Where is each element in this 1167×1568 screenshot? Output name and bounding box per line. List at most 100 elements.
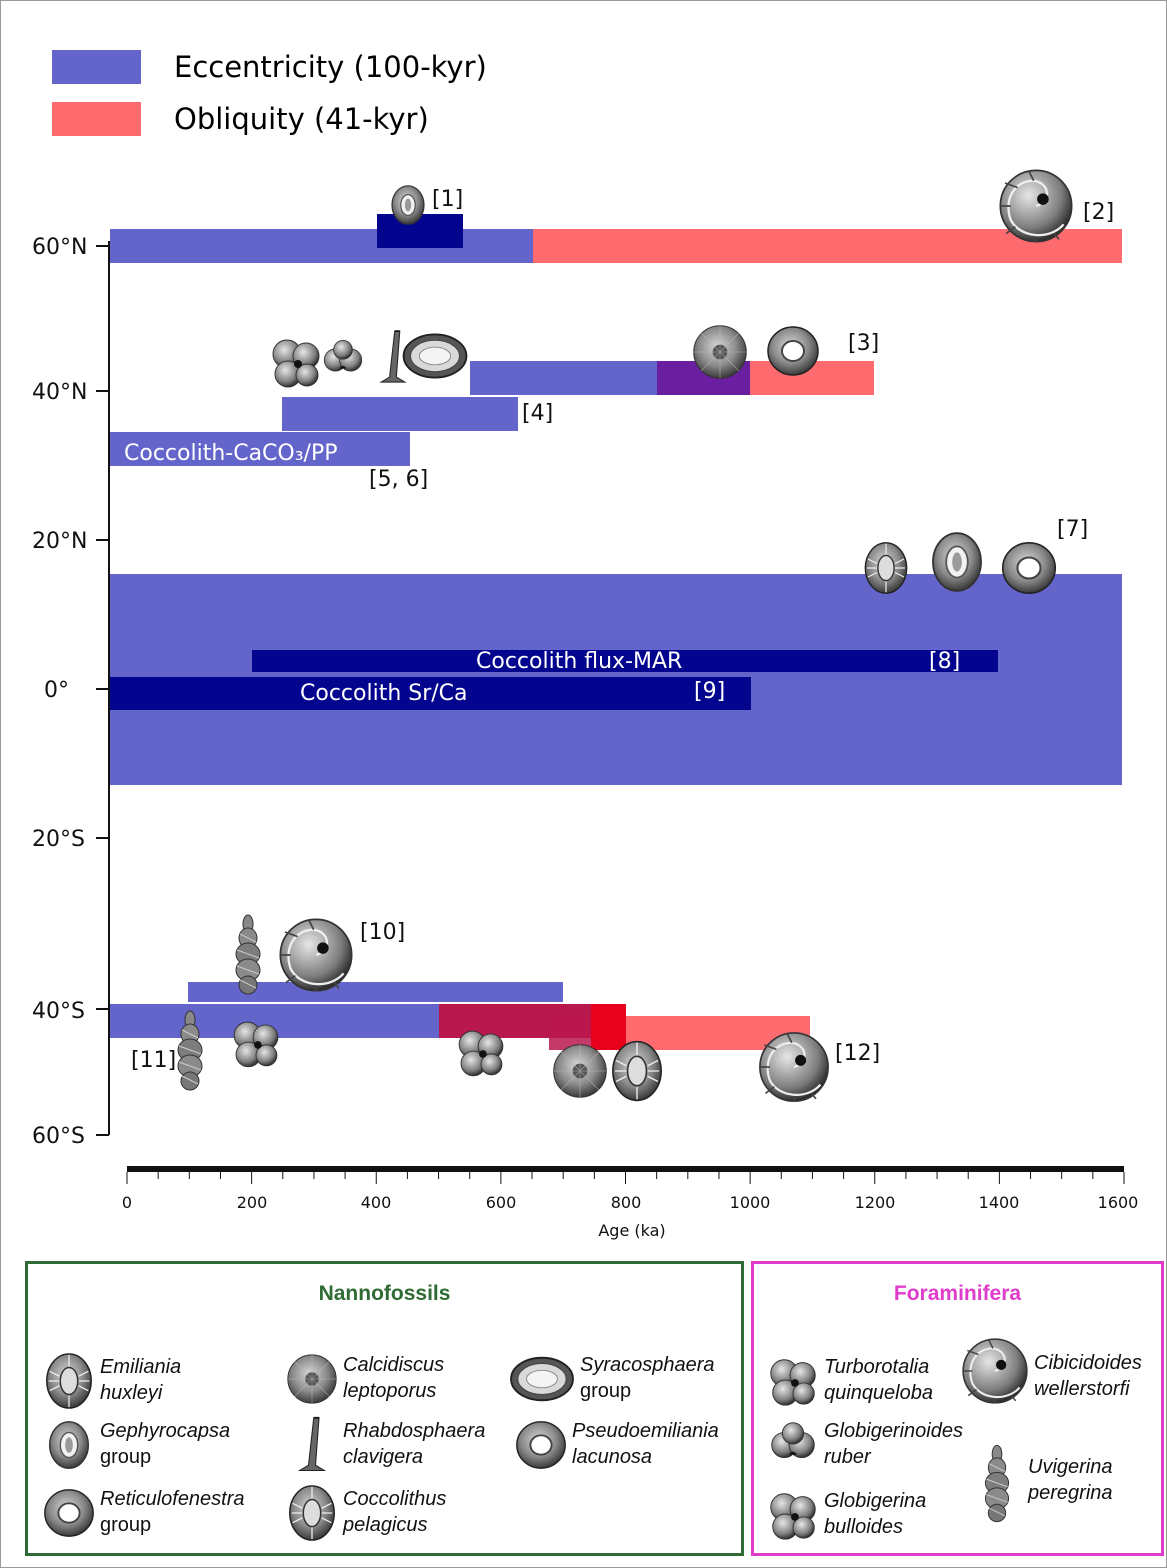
calcidiscus-icon (553, 1044, 607, 1098)
x-tick-600: 600 (486, 1193, 517, 1212)
label-coccolith-caco3: Coccolith-CaCO₃/PP (124, 441, 338, 466)
bar-ref4 (282, 397, 518, 431)
x-tick-1400: 1400 (979, 1193, 1020, 1212)
taxon-name-2: ruber (824, 1446, 871, 1468)
cibicidoides-icon (999, 169, 1073, 243)
legend-obliquity-label: Obliquity (41-kyr) (174, 102, 429, 136)
y-label-60n: 60°N (32, 235, 87, 260)
emiliania-icon (46, 1353, 92, 1409)
bar-coccolith-srca (109, 677, 751, 710)
uvigerina-icon (984, 1444, 1010, 1523)
bar-coccolith-caco3 (109, 432, 410, 466)
taxon-name-2: leptoporus (343, 1380, 437, 1402)
y-label-60s: 60°S (32, 1124, 85, 1149)
taxon-calcidiscus: Calcidiscus leptoporus (283, 1350, 444, 1408)
taxon-name-2: huxleyi (100, 1382, 163, 1404)
globigerina-icon (458, 1030, 504, 1077)
taxon-turborotalia: Turborotalia quinqueloba (764, 1352, 933, 1410)
foraminifera-title: Foraminifera (893, 1282, 1022, 1305)
taxon-globigerinoides: Globigerinoides ruber (764, 1416, 963, 1474)
calcidiscus-icon (693, 325, 747, 379)
taxon-name-plain: group (100, 1446, 152, 1468)
taxon-name: Pseudoemiliania (572, 1420, 719, 1442)
ref-7: [7] (1057, 517, 1088, 542)
pseudoemiliania-icon (767, 326, 819, 376)
globigerinoides-icon (771, 1422, 815, 1459)
globigerina-icon (770, 1493, 816, 1540)
taxon-name: Globigerinoides (824, 1420, 963, 1442)
taxon-name: Reticulofenestra (100, 1488, 245, 1510)
y-label-20n: 20°N (32, 529, 87, 554)
x-tick-0: 0 (122, 1193, 132, 1212)
taxon-name-2: bulloides (824, 1516, 903, 1538)
ref-2: [2] (1083, 200, 1114, 225)
x-tick-200: 200 (237, 1193, 268, 1212)
ref-8: [8] (929, 649, 960, 674)
x-axis-label: Age (ka) (598, 1221, 665, 1240)
legend-obliquity-swatch (52, 102, 141, 136)
nannofossils-legend: Nannofossils Emiliania huxleyi Calcidiscu… (25, 1261, 744, 1556)
y-label-0: 0° (44, 678, 69, 703)
taxon-name-2: peregrina (1028, 1482, 1113, 1504)
bar-ref1 (377, 214, 463, 248)
turborotalia-icon (770, 1359, 816, 1406)
taxon-name: Gephyrocapsa (100, 1420, 231, 1442)
taxon-name-2: wellerstorfi (1034, 1378, 1130, 1400)
taxon-gephyrocapsa: Gephyrocapsa group (40, 1416, 230, 1474)
x-tick-1200: 1200 (855, 1193, 896, 1212)
ref-9: [9] (694, 679, 725, 704)
taxon-name-plain: group (100, 1514, 152, 1536)
globigerina-icon (272, 339, 320, 388)
ref-1: [1] (432, 187, 463, 212)
label-coccolith-flux: Coccolith flux-MAR (476, 649, 682, 674)
ref-5-6: [5, 6] (369, 467, 428, 492)
coccolithus-icon (289, 1485, 335, 1541)
syracosphaera-icon (402, 333, 468, 379)
taxon-name-2: pelagicus (343, 1514, 428, 1536)
y-label-40s: 40°S (32, 999, 85, 1024)
timeline-figure: Eccentricity (100-kyr) Obliquity (41-kyr… (32, 50, 1139, 1240)
ref-4: [4] (522, 401, 553, 426)
bar-ref12-overlap (549, 1016, 591, 1050)
globigerinoides-icon (323, 340, 363, 372)
taxon-name-2: quinqueloba (824, 1382, 933, 1404)
taxon-pseudoemiliania: Pseudoemiliania lacunosa (512, 1416, 719, 1474)
legend-eccentricity-swatch (52, 50, 141, 84)
x-tick-1600: 1600 (1098, 1193, 1139, 1212)
taxon-coccolithus: Coccolithus pelagicus (283, 1484, 446, 1542)
taxon-name: Uvigerina (1028, 1456, 1113, 1478)
taxon-name-2: clavigera (343, 1446, 424, 1468)
label-coccolith-srca: Coccolith Sr/Ca (300, 681, 468, 706)
reticulofenestra-icon (1001, 541, 1057, 595)
rhabdosphaera-icon (380, 330, 406, 383)
taxon-reticulofenestra: Reticulofenestra group (40, 1484, 245, 1542)
cibicidoides-icon (962, 1338, 1028, 1404)
taxon-name: Syracosphaera (580, 1354, 715, 1376)
cibicidoides-icon (758, 1031, 830, 1103)
taxon-uvigerina: Uvigerina peregrina (968, 1440, 1113, 1526)
legend-eccentricity-label: Eccentricity (100-kyr) (174, 50, 487, 84)
y-label-40n: 40°N (32, 380, 87, 405)
ref-10: [10] (360, 920, 405, 945)
taxon-name: Cibicidoides (1034, 1352, 1142, 1374)
taxon-syracosphaera: Syracosphaera group (506, 1350, 715, 1408)
bar-ref12-red (591, 1016, 626, 1050)
taxon-name: Calcidiscus (343, 1354, 445, 1376)
calcidiscus-icon (287, 1354, 337, 1404)
x-tick-1000: 1000 (730, 1193, 771, 1212)
taxon-emiliania: Emiliania huxleyi (40, 1352, 181, 1410)
taxon-globigerina: Globigerina bulloides (764, 1486, 926, 1544)
taxon-name: Globigerina (824, 1490, 927, 1512)
coccolithus-icon (612, 1040, 662, 1102)
reticulofenestra-icon (43, 1488, 95, 1538)
taxon-name: Emiliania (100, 1356, 182, 1378)
emiliania-icon (864, 542, 908, 594)
nannofossils-title: Nannofossils (318, 1282, 451, 1305)
x-tick-400: 400 (361, 1193, 392, 1212)
rhabdosphaera-icon (298, 1416, 326, 1472)
x-axis-bar (127, 1166, 1124, 1172)
gephyrocapsa-icon (48, 1421, 90, 1469)
foraminifera-legend: Foraminifera Turborotalia quinqueloba Cib… (751, 1261, 1164, 1556)
taxon-rhabdosphaera: Rhabdosphaera clavigera (283, 1416, 485, 1474)
syracosphaera-icon (510, 1356, 574, 1402)
